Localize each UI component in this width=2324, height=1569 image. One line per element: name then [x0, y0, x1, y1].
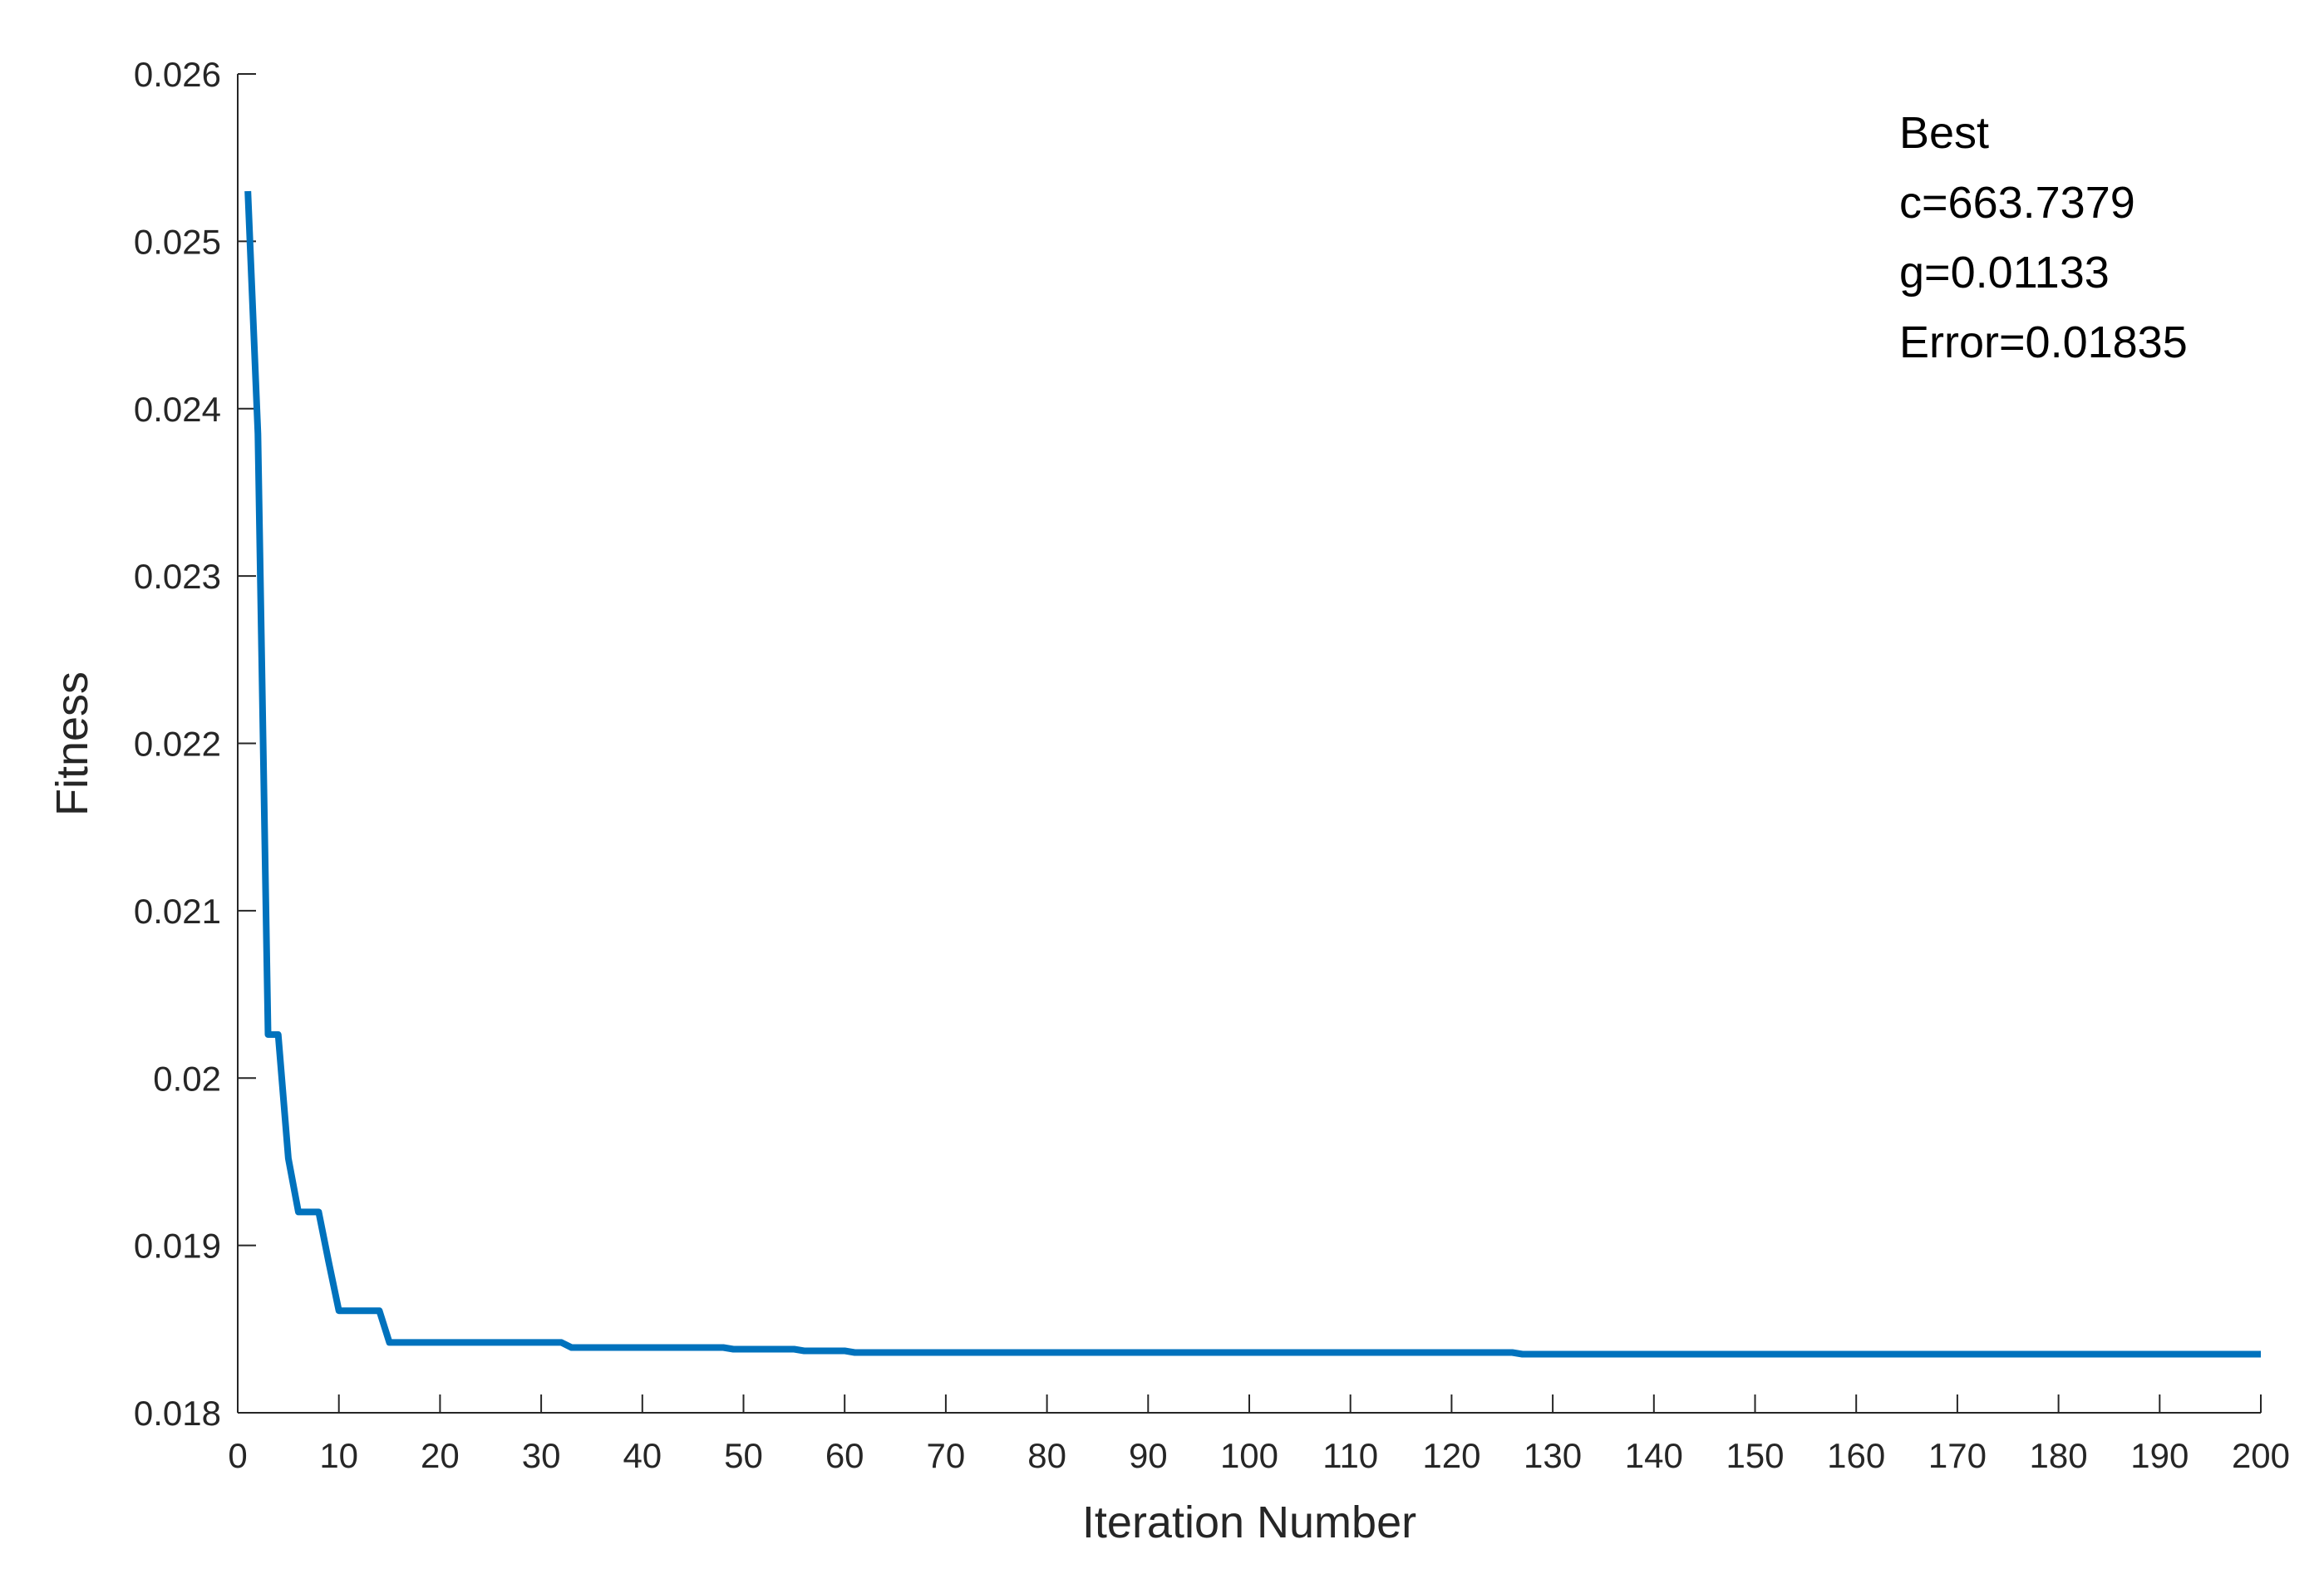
- y-tick-label: 0.019: [134, 1227, 221, 1266]
- annotation-line-error: Error=0.01835: [1899, 317, 2188, 367]
- x-tick-label: 20: [421, 1436, 460, 1475]
- x-tick-label: 30: [522, 1436, 561, 1475]
- x-tick-label: 170: [1928, 1436, 1987, 1475]
- x-tick-label: 10: [319, 1436, 358, 1475]
- x-tick-label: 90: [1129, 1436, 1168, 1475]
- best-params-annotation: Best c=663.7379 g=0.01133 Error=0.01835: [1899, 108, 2188, 367]
- annotation-line-g: g=0.01133: [1899, 248, 2110, 298]
- y-tick-label: 0.023: [134, 557, 221, 596]
- y-axis-label: Fitness: [47, 671, 97, 816]
- x-tick-label: 190: [2130, 1436, 2189, 1475]
- x-tick-label: 0: [228, 1436, 247, 1475]
- x-tick-label: 70: [927, 1436, 966, 1475]
- y-tick-label: 0.02: [153, 1059, 221, 1098]
- x-tick-label: 180: [2030, 1436, 2088, 1475]
- x-tick-label: 140: [1625, 1436, 1683, 1475]
- y-tick-label: 0.026: [134, 55, 221, 94]
- y-tick-label: 0.024: [134, 390, 221, 429]
- y-tick-label: 0.025: [134, 222, 221, 261]
- x-tick-label: 100: [1220, 1436, 1278, 1475]
- data-series: [244, 190, 2261, 1358]
- x-tick-label: 40: [623, 1436, 662, 1475]
- x-tick-label: 110: [1322, 1436, 1378, 1475]
- y-tick-label: 0.021: [134, 892, 221, 931]
- y-tick-label: 0.022: [134, 725, 221, 764]
- x-tick-label: 150: [1726, 1436, 1784, 1475]
- x-tick-label: 80: [1027, 1436, 1066, 1475]
- y-tick-label: 0.018: [134, 1394, 221, 1433]
- x-tick-label: 160: [1827, 1436, 1885, 1475]
- tick-marks: 0 10 20 30 40 50 60 70 80 90 100 110 120 130 140 150 160…: [134, 55, 2290, 1475]
- annotation-line-best: Best: [1899, 108, 1989, 158]
- x-axis-label: Iteration Number: [1082, 1498, 1416, 1547]
- x-tick-label: 130: [1524, 1436, 1582, 1475]
- x-tick-label: 120: [1422, 1436, 1480, 1475]
- x-tick-label: 50: [724, 1436, 763, 1475]
- annotation-line-c: c=663.7379: [1899, 178, 2135, 228]
- x-tick-label: 60: [825, 1436, 864, 1475]
- fitness-line: [244, 190, 2261, 1358]
- x-tick-label: 200: [2232, 1436, 2290, 1475]
